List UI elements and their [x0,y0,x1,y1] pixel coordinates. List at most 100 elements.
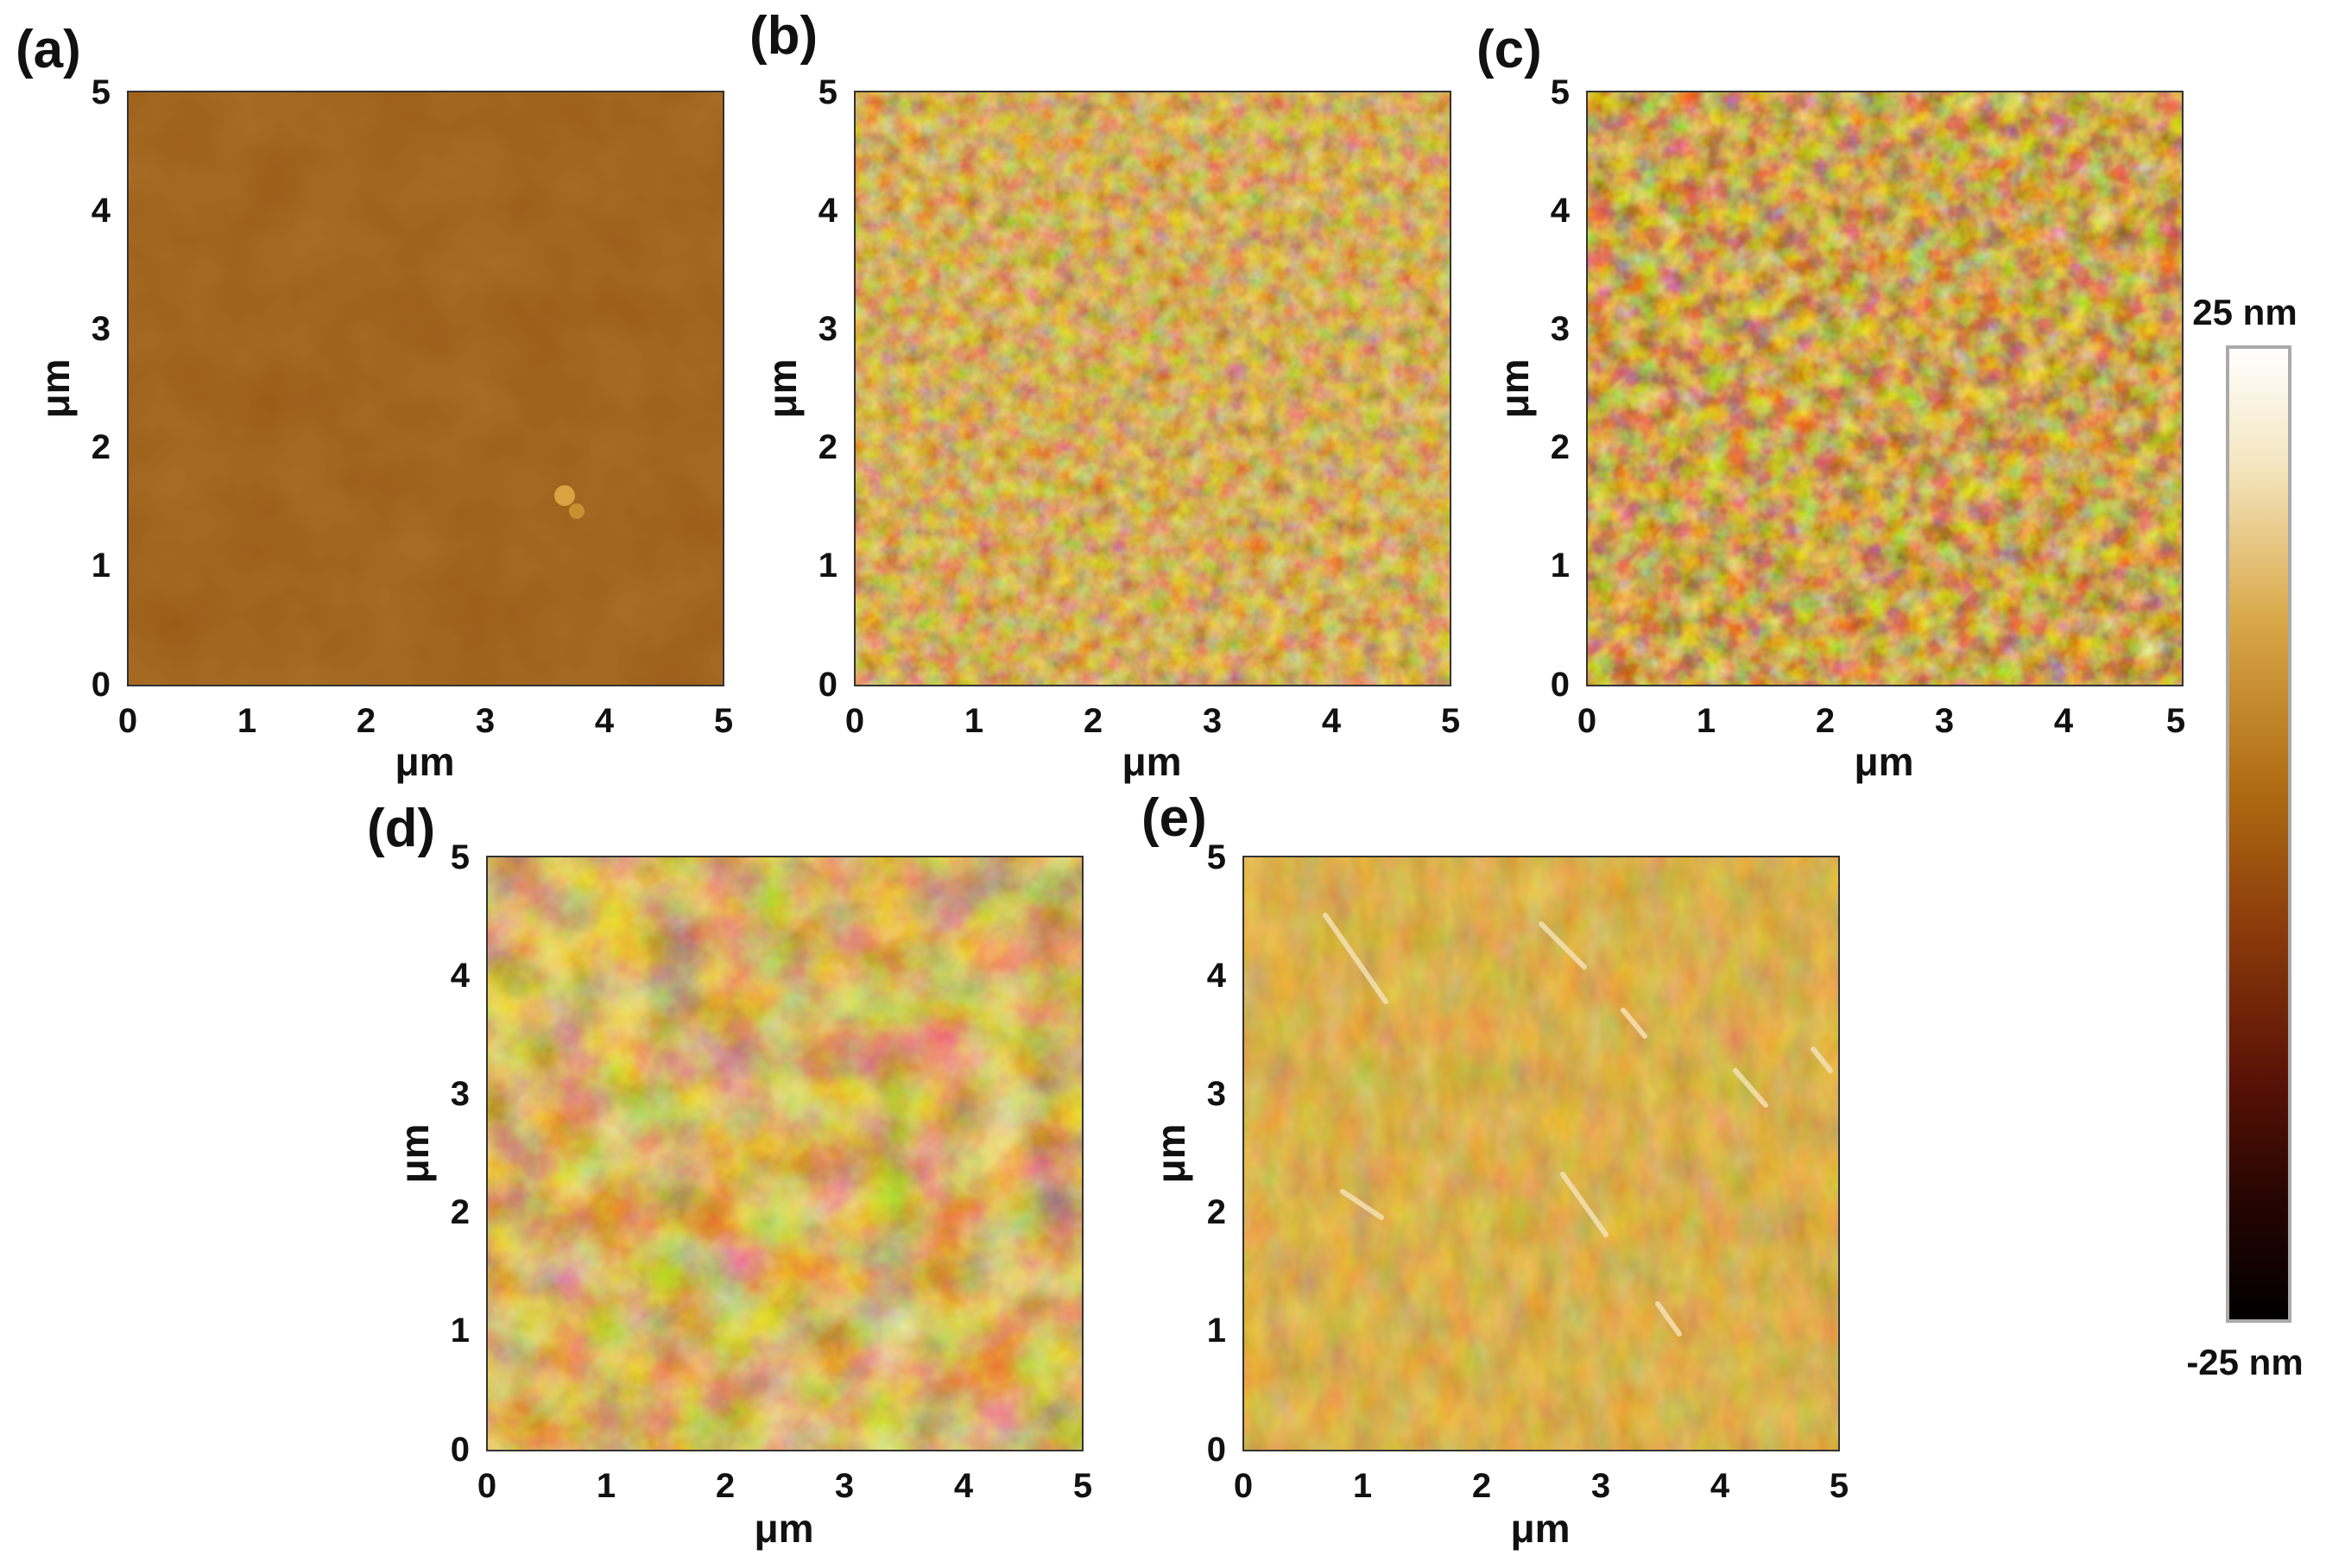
y-ticks: 5 4 3 2 1 0 [1207,838,1227,1469]
x-axis-label: μm [754,1506,813,1551]
panel-label: (b) [749,6,818,66]
y-tick: 0 [451,1431,470,1469]
x-tick: 1 [1697,702,1716,740]
x-tick: 5 [1830,1467,1849,1505]
x-ticks: 0 1 2 3 4 5 [477,1467,1092,1505]
x-tick: 2 [1472,1467,1491,1505]
y-tick: 4 [92,192,111,230]
y-tick: 4 [1207,957,1227,995]
x-tick: 5 [2166,702,2185,740]
y-tick: 5 [92,73,111,111]
x-ticks: 0 1 2 3 4 5 [118,702,733,740]
x-tick: 0 [1577,702,1596,740]
y-tick: 1 [1551,547,1570,585]
panel-e: (e) 5 4 3 2 1 0 0 1 2 3 4 5 [1141,788,1849,1551]
x-ticks: 0 1 2 3 4 5 [1577,702,2185,740]
x-tick: 2 [1816,702,1835,740]
panel-b: (b) 5 4 3 2 1 0 0 1 2 3 4 5 μm μm [749,6,1460,784]
frame [486,856,1084,1451]
x-tick: 5 [1441,702,1460,740]
y-tick: 3 [1207,1075,1226,1113]
y-tick: 1 [819,547,838,585]
y-ticks: 5 4 3 2 1 0 [92,73,111,704]
x-tick: 4 [1322,702,1342,740]
y-tick: 0 [92,666,111,704]
x-tick: 2 [1084,702,1103,740]
y-tick: 1 [92,547,111,585]
y-tick: 4 [819,192,838,230]
y-tick: 2 [451,1193,470,1231]
afm-image-d [487,857,1083,1451]
y-tick: 5 [819,73,838,111]
frame [127,91,724,686]
y-tick: 0 [1551,666,1570,704]
y-tick: 1 [1207,1312,1226,1350]
y-tick: 1 [451,1312,470,1350]
frame [1586,91,2184,686]
x-tick: 2 [357,702,376,740]
bright-particle [554,485,585,519]
colorbar-min-label: -25 nm [2186,1342,2303,1382]
x-tick: 3 [476,702,495,740]
afm-image-b [855,92,1451,686]
x-tick: 4 [595,702,615,740]
y-tick: 2 [92,428,111,466]
colorbar: 25 nm -25 nm [2186,292,2303,1382]
x-tick: 4 [954,1467,974,1505]
x-ticks: 0 1 2 3 4 5 [1234,1467,1849,1505]
frame [1242,856,1840,1451]
x-tick: 0 [845,702,864,740]
y-axis-label: μm [1492,358,1537,418]
y-tick: 2 [819,428,838,466]
afm-image-c [1587,92,2183,686]
x-tick: 1 [1353,1467,1372,1505]
panel-label: (a) [16,20,81,79]
y-axis-label: μm [760,358,805,418]
x-ticks: 0 1 2 3 4 5 [845,702,1460,740]
y-tick: 4 [1551,192,1571,230]
panel-label: (c) [1476,20,1542,79]
y-tick: 2 [1207,1193,1226,1231]
panel-c: (c) 5 4 3 2 1 0 0 1 2 3 4 5 μm μm [1476,20,2185,784]
y-axis-label: μm [1148,1123,1193,1183]
x-tick: 5 [714,702,733,740]
frame [854,91,1451,686]
x-tick: 4 [1710,1467,1730,1505]
y-tick: 0 [1207,1431,1226,1469]
x-axis-label: μm [1854,739,1913,784]
x-tick: 3 [1591,1467,1610,1505]
panel-d: (d) 5 4 3 2 1 0 0 1 2 3 4 5 μm μm [367,799,1092,1551]
x-tick: 1 [964,702,983,740]
colorbar-gradient [2226,345,2291,1323]
y-tick: 4 [451,957,471,995]
y-tick: 5 [1207,838,1226,876]
diagonal-streaks [1323,913,1833,1337]
y-tick: 3 [92,310,111,348]
y-tick: 3 [451,1075,470,1113]
y-tick: 3 [1551,310,1570,348]
x-tick: 3 [1935,702,1954,740]
y-tick: 0 [819,666,838,704]
x-axis-label: μm [395,739,454,784]
x-tick: 2 [716,1467,735,1505]
x-tick: 3 [1203,702,1222,740]
colorbar-max-label: 25 nm [2192,292,2297,332]
y-tick: 2 [1551,428,1570,466]
x-tick: 0 [477,1467,496,1505]
x-tick: 1 [597,1467,616,1505]
y-axis-label: μm [33,358,78,418]
panel-a: (a) 5 4 3 2 1 0 0 1 2 3 4 5 μm μm [16,20,733,784]
panel-label: (d) [367,799,435,858]
panel-label: (e) [1141,788,1207,848]
x-tick: 0 [118,702,137,740]
afm-image-e [1243,857,1839,1451]
y-tick: 5 [451,838,470,876]
y-ticks: 5 4 3 2 1 0 [1551,73,1571,704]
y-tick: 5 [1551,73,1570,111]
x-tick: 5 [1073,1467,1092,1505]
x-axis-label: μm [1122,739,1181,784]
x-tick: 0 [1234,1467,1253,1505]
x-axis-label: μm [1510,1506,1570,1551]
y-axis-label: μm [392,1123,437,1183]
